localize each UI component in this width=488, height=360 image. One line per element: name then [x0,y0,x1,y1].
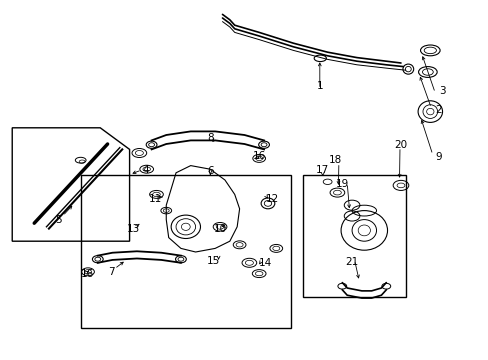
Text: 11: 11 [148,194,162,204]
Text: 21: 21 [345,257,358,267]
Text: 16: 16 [252,150,265,161]
Text: 1: 1 [316,81,323,91]
Text: 9: 9 [435,152,442,162]
Text: 12: 12 [265,194,279,204]
Text: 10: 10 [213,224,226,234]
Text: 7: 7 [108,267,115,277]
Text: 15: 15 [206,256,220,266]
Text: 20: 20 [394,140,407,150]
Text: 8: 8 [206,132,213,143]
Text: 5: 5 [55,215,62,225]
Text: 14: 14 [258,258,272,268]
Text: 18: 18 [327,155,341,165]
Text: 2: 2 [434,105,441,115]
Text: 4: 4 [142,165,149,175]
Text: 6: 6 [206,166,213,176]
Text: 3: 3 [438,86,445,96]
Text: 16: 16 [80,269,94,279]
Text: 17: 17 [315,165,329,175]
Text: 13: 13 [126,224,140,234]
Text: 19: 19 [335,179,348,189]
